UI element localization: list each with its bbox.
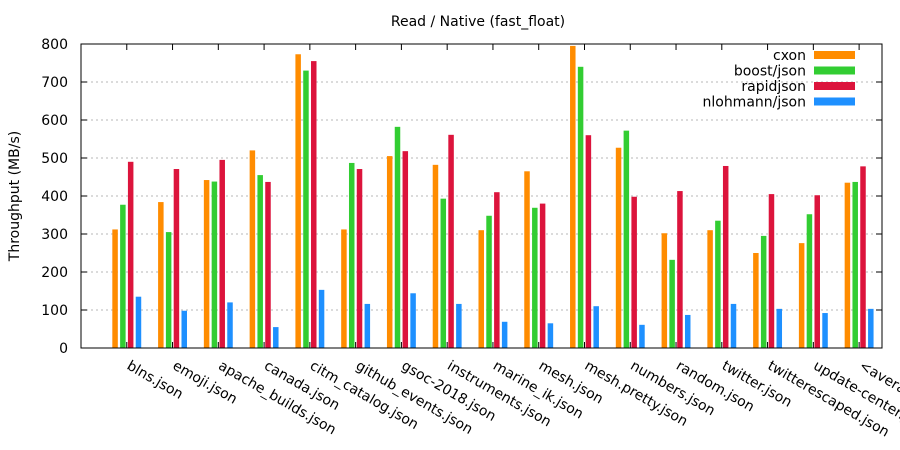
bar-cxon	[524, 171, 530, 348]
legend-label: rapidjson	[741, 79, 806, 95]
bar-rapidjson	[814, 195, 820, 348]
bar-boost-json	[852, 181, 858, 348]
bar-nlohmann-json	[684, 314, 691, 348]
bar-boost-json	[394, 126, 401, 348]
legend-label: nlohmann/json	[702, 95, 806, 111]
bar-cxon	[570, 45, 576, 349]
chart-title: Read / Native (fast_float)	[391, 14, 565, 30]
y-tick-label: 800	[41, 37, 68, 53]
legend-label: boost/json	[734, 64, 806, 80]
bar-nlohmann-json	[593, 306, 599, 348]
bar-boost-json	[577, 66, 584, 349]
bar-rapidjson	[219, 159, 225, 348]
bar-boost-json	[348, 162, 355, 348]
bar-cxon	[249, 150, 256, 348]
bar-nlohmann-json	[273, 327, 279, 348]
bar-boost-json	[211, 181, 218, 348]
bar-rapidjson	[448, 134, 454, 348]
bar-boost-json	[440, 198, 447, 348]
bar-rapidjson	[860, 166, 866, 348]
y-tick-label: 0	[59, 341, 68, 357]
bar-cxon	[203, 180, 210, 348]
y-tick-label: 500	[41, 151, 68, 167]
bar-boost-json	[486, 215, 492, 348]
bar-boost-json	[715, 220, 721, 348]
bar-cxon	[661, 233, 668, 348]
bar-cxon	[615, 147, 622, 348]
bar-cxon	[112, 229, 118, 348]
bar-cxon	[798, 243, 805, 348]
legend-swatch	[814, 51, 855, 59]
bar-rapidjson	[356, 169, 363, 348]
bar-nlohmann-json	[639, 324, 645, 348]
bar-cxon	[432, 164, 439, 348]
bar-rapidjson	[631, 196, 637, 348]
bar-boost-json	[806, 214, 813, 348]
legend-label: cxon	[773, 48, 806, 64]
bar-nlohmann-json	[868, 308, 874, 348]
bar-rapidjson	[311, 61, 317, 348]
y-tick-label: 400	[41, 189, 68, 205]
bar-cxon	[478, 230, 484, 348]
y-tick-label: 700	[41, 75, 68, 91]
y-tick-label: 600	[41, 113, 68, 129]
bar-nlohmann-json	[730, 303, 737, 348]
bar-rapidjson	[677, 191, 683, 348]
bar-boost-json	[623, 130, 630, 348]
y-axis-label: Throughput (MB/s)	[7, 131, 23, 262]
bar-cxon	[295, 54, 301, 348]
bar-rapidjson	[585, 135, 592, 348]
y-tick-label: 200	[41, 265, 68, 281]
bar-nlohmann-json	[318, 289, 325, 348]
bar-rapidjson	[494, 192, 500, 348]
bar-cxon	[386, 156, 393, 348]
y-tick-label: 100	[41, 303, 68, 319]
bar-cxon	[844, 182, 851, 348]
bar-boost-json	[669, 259, 675, 348]
bar-nlohmann-json	[822, 313, 828, 348]
bar-boost-json	[120, 204, 126, 348]
bar-rapidjson	[173, 169, 180, 348]
bar-nlohmann-json	[227, 302, 233, 348]
bars	[112, 45, 874, 349]
y-tick-label: 300	[41, 227, 68, 243]
bar-rapidjson	[722, 165, 729, 348]
legend-swatch	[814, 66, 855, 75]
legend-swatch	[814, 97, 855, 106]
bar-nlohmann-json	[547, 323, 554, 348]
legend-swatch	[814, 82, 855, 90]
bar-rapidjson	[265, 181, 271, 348]
bar-cxon	[341, 229, 347, 348]
bar-rapidjson	[402, 151, 409, 348]
bar-boost-json	[165, 232, 172, 348]
bar-boost-json	[257, 175, 263, 348]
plot-border	[80, 43, 883, 349]
bar-nlohmann-json	[364, 303, 371, 348]
bar-nlohmann-json	[135, 296, 142, 348]
bar-rapidjson	[539, 203, 546, 348]
bar-nlohmann-json	[776, 308, 783, 348]
bar-boost-json	[303, 70, 309, 348]
bar-rapidjson	[127, 161, 134, 348]
bar-boost-json	[532, 207, 538, 348]
bar-rapidjson	[768, 194, 775, 348]
bar-nlohmann-json	[456, 303, 462, 348]
bar-cxon	[158, 202, 164, 348]
bar-nlohmann-json	[181, 310, 187, 348]
bar-nlohmann-json	[501, 321, 508, 348]
bar-nlohmann-json	[410, 293, 416, 348]
axes	[80, 43, 883, 349]
bar-cxon	[753, 253, 759, 348]
bar-cxon	[707, 230, 713, 348]
bar-boost-json	[760, 235, 767, 348]
